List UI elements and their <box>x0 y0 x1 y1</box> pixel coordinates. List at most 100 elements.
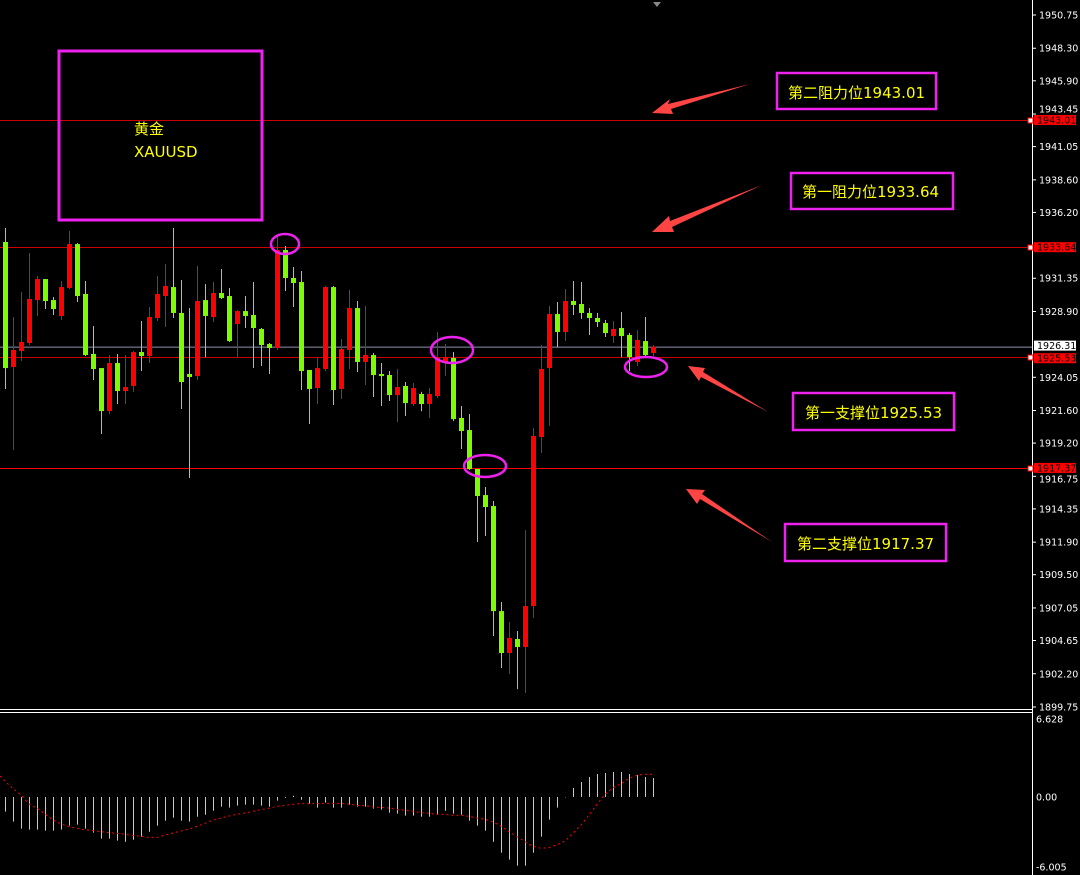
candle-body <box>27 298 32 343</box>
candle <box>459 406 464 450</box>
candle <box>187 308 192 478</box>
candle <box>379 363 384 407</box>
candle <box>347 290 352 370</box>
candle-body <box>291 277 296 283</box>
candle-body <box>475 469 480 497</box>
candle-body <box>403 385 408 404</box>
macd-signal-line <box>0 773 653 849</box>
macd-tick-label: -6.005 <box>1036 863 1067 874</box>
candle-body <box>35 279 40 301</box>
candle-body <box>571 301 576 305</box>
candle <box>539 344 544 453</box>
candle <box>499 601 504 669</box>
candle <box>531 428 536 618</box>
candle <box>643 317 648 356</box>
candle <box>11 317 16 451</box>
candle-body <box>467 430 472 470</box>
macd-tick-label: 0.00 <box>1036 793 1057 804</box>
candle <box>515 631 520 690</box>
candle-body <box>91 353 96 370</box>
annotation-text: 第二阻力位1943.01 <box>788 84 925 102</box>
level-price-label-bg <box>1034 462 1076 473</box>
candle-body <box>459 417 464 432</box>
price-tick-label: 1907.05 <box>1039 603 1078 614</box>
price-tick-label: 1902.20 <box>1039 669 1078 680</box>
candle-body <box>155 293 160 318</box>
candle <box>387 371 392 402</box>
arrow-icon <box>652 185 762 232</box>
price-tick-label: 1943.45 <box>1039 105 1078 116</box>
candle <box>163 263 168 327</box>
chart-shift-marker-icon[interactable] <box>653 2 661 7</box>
price-tick-label: 1936.20 <box>1039 208 1078 219</box>
candle <box>227 288 232 343</box>
candle-body <box>355 308 360 362</box>
candle-body <box>411 388 416 405</box>
candle <box>267 342 272 375</box>
highlight-ellipse <box>623 355 669 379</box>
candle <box>83 280 88 356</box>
price-tick-label: 1941.05 <box>1039 142 1078 153</box>
candle <box>19 292 24 361</box>
candle <box>491 501 496 637</box>
price-tick-label: 1899.75 <box>1039 703 1078 714</box>
candle-body <box>227 296 232 342</box>
candle-body <box>3 242 8 369</box>
candle <box>211 282 216 323</box>
candle <box>555 301 560 348</box>
candle-body <box>275 250 280 348</box>
price-tick-label: 1919.20 <box>1039 439 1078 450</box>
candle <box>571 280 576 316</box>
level-price-labels: 1926.31 1943.01 1933.64 1925.53 1917.37 <box>1034 115 1076 474</box>
candle <box>131 350 136 392</box>
current-price-label: 1926.31 <box>1037 341 1076 352</box>
candle <box>275 236 280 351</box>
candle-body <box>211 293 216 318</box>
candle <box>291 266 296 307</box>
candle-body <box>19 342 24 351</box>
candle <box>403 382 408 416</box>
candle <box>43 279 48 310</box>
candle-body <box>139 352 144 356</box>
candle-body <box>491 506 496 612</box>
candle-body <box>627 334 632 358</box>
candle-body <box>339 349 344 389</box>
candle-body <box>331 287 336 391</box>
candle-body <box>11 350 16 367</box>
candle-body <box>251 315 256 329</box>
candle-body <box>371 355 376 375</box>
candle <box>419 391 424 412</box>
price-tick-label: 1950.75 <box>1039 11 1078 22</box>
candle <box>259 328 264 367</box>
candle <box>123 355 128 405</box>
macd-axis-ticks: 6.628 0.00 -6.005 <box>1036 715 1067 874</box>
candle-body <box>67 244 72 289</box>
price-tick-label: 1914.35 <box>1039 504 1078 515</box>
candle <box>155 276 160 321</box>
candle <box>635 330 640 367</box>
candle-body <box>219 293 224 299</box>
arrows <box>652 84 772 542</box>
candle-body <box>83 293 88 356</box>
candle <box>179 279 184 410</box>
candle <box>435 331 440 399</box>
symbol-box-frame <box>57 49 264 222</box>
candle <box>595 312 600 327</box>
candle-body <box>419 393 424 405</box>
candle-body <box>619 328 624 337</box>
candle-body <box>515 639 520 648</box>
candle-body <box>595 317 600 323</box>
candle-body <box>603 323 608 334</box>
level-lines <box>0 117 1034 472</box>
candle <box>547 306 552 426</box>
candle-body <box>379 374 384 377</box>
annotation-text: 第二支撑位1917.37 <box>797 535 934 553</box>
level-price-label: 1917.37 <box>1037 463 1076 474</box>
candle-body <box>43 279 48 302</box>
candle <box>243 296 248 329</box>
candle-body <box>387 374 392 396</box>
candle <box>139 320 144 372</box>
candle-body <box>427 393 432 405</box>
candle <box>627 333 632 372</box>
candle-body <box>443 357 448 362</box>
